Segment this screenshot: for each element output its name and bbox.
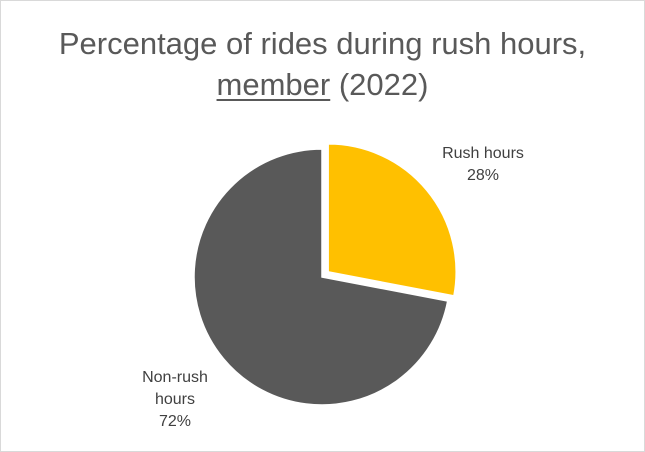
data-label-rush-hours-line-1: Rush hours bbox=[442, 145, 524, 162]
chart-title-year: (2022) bbox=[330, 67, 429, 102]
chart-title-line-1: Percentage of rides during rush hours, bbox=[58, 26, 587, 61]
chart-title: Percentage of rides during rush hours, m… bbox=[1, 23, 644, 105]
data-label-non-rush-hours-line-3: 72% bbox=[158, 413, 192, 430]
pie-slice-rush-hours bbox=[327, 143, 457, 297]
data-label-rush-hours-line-2: 28% bbox=[466, 167, 500, 184]
data-label-non-rush-hours: Non-rush hours 72% bbox=[125, 367, 225, 433]
pie-slice-non-rush-hours bbox=[193, 148, 449, 406]
data-label-non-rush-hours-line-1: Non-rush bbox=[142, 369, 208, 386]
data-label-rush-hours: Rush hours 28% bbox=[437, 143, 529, 187]
chart-title-underlined-word: member bbox=[216, 67, 331, 102]
chart-title-line-2: member (2022) bbox=[1, 64, 644, 105]
data-label-non-rush-hours-line-2: hours bbox=[154, 391, 196, 408]
